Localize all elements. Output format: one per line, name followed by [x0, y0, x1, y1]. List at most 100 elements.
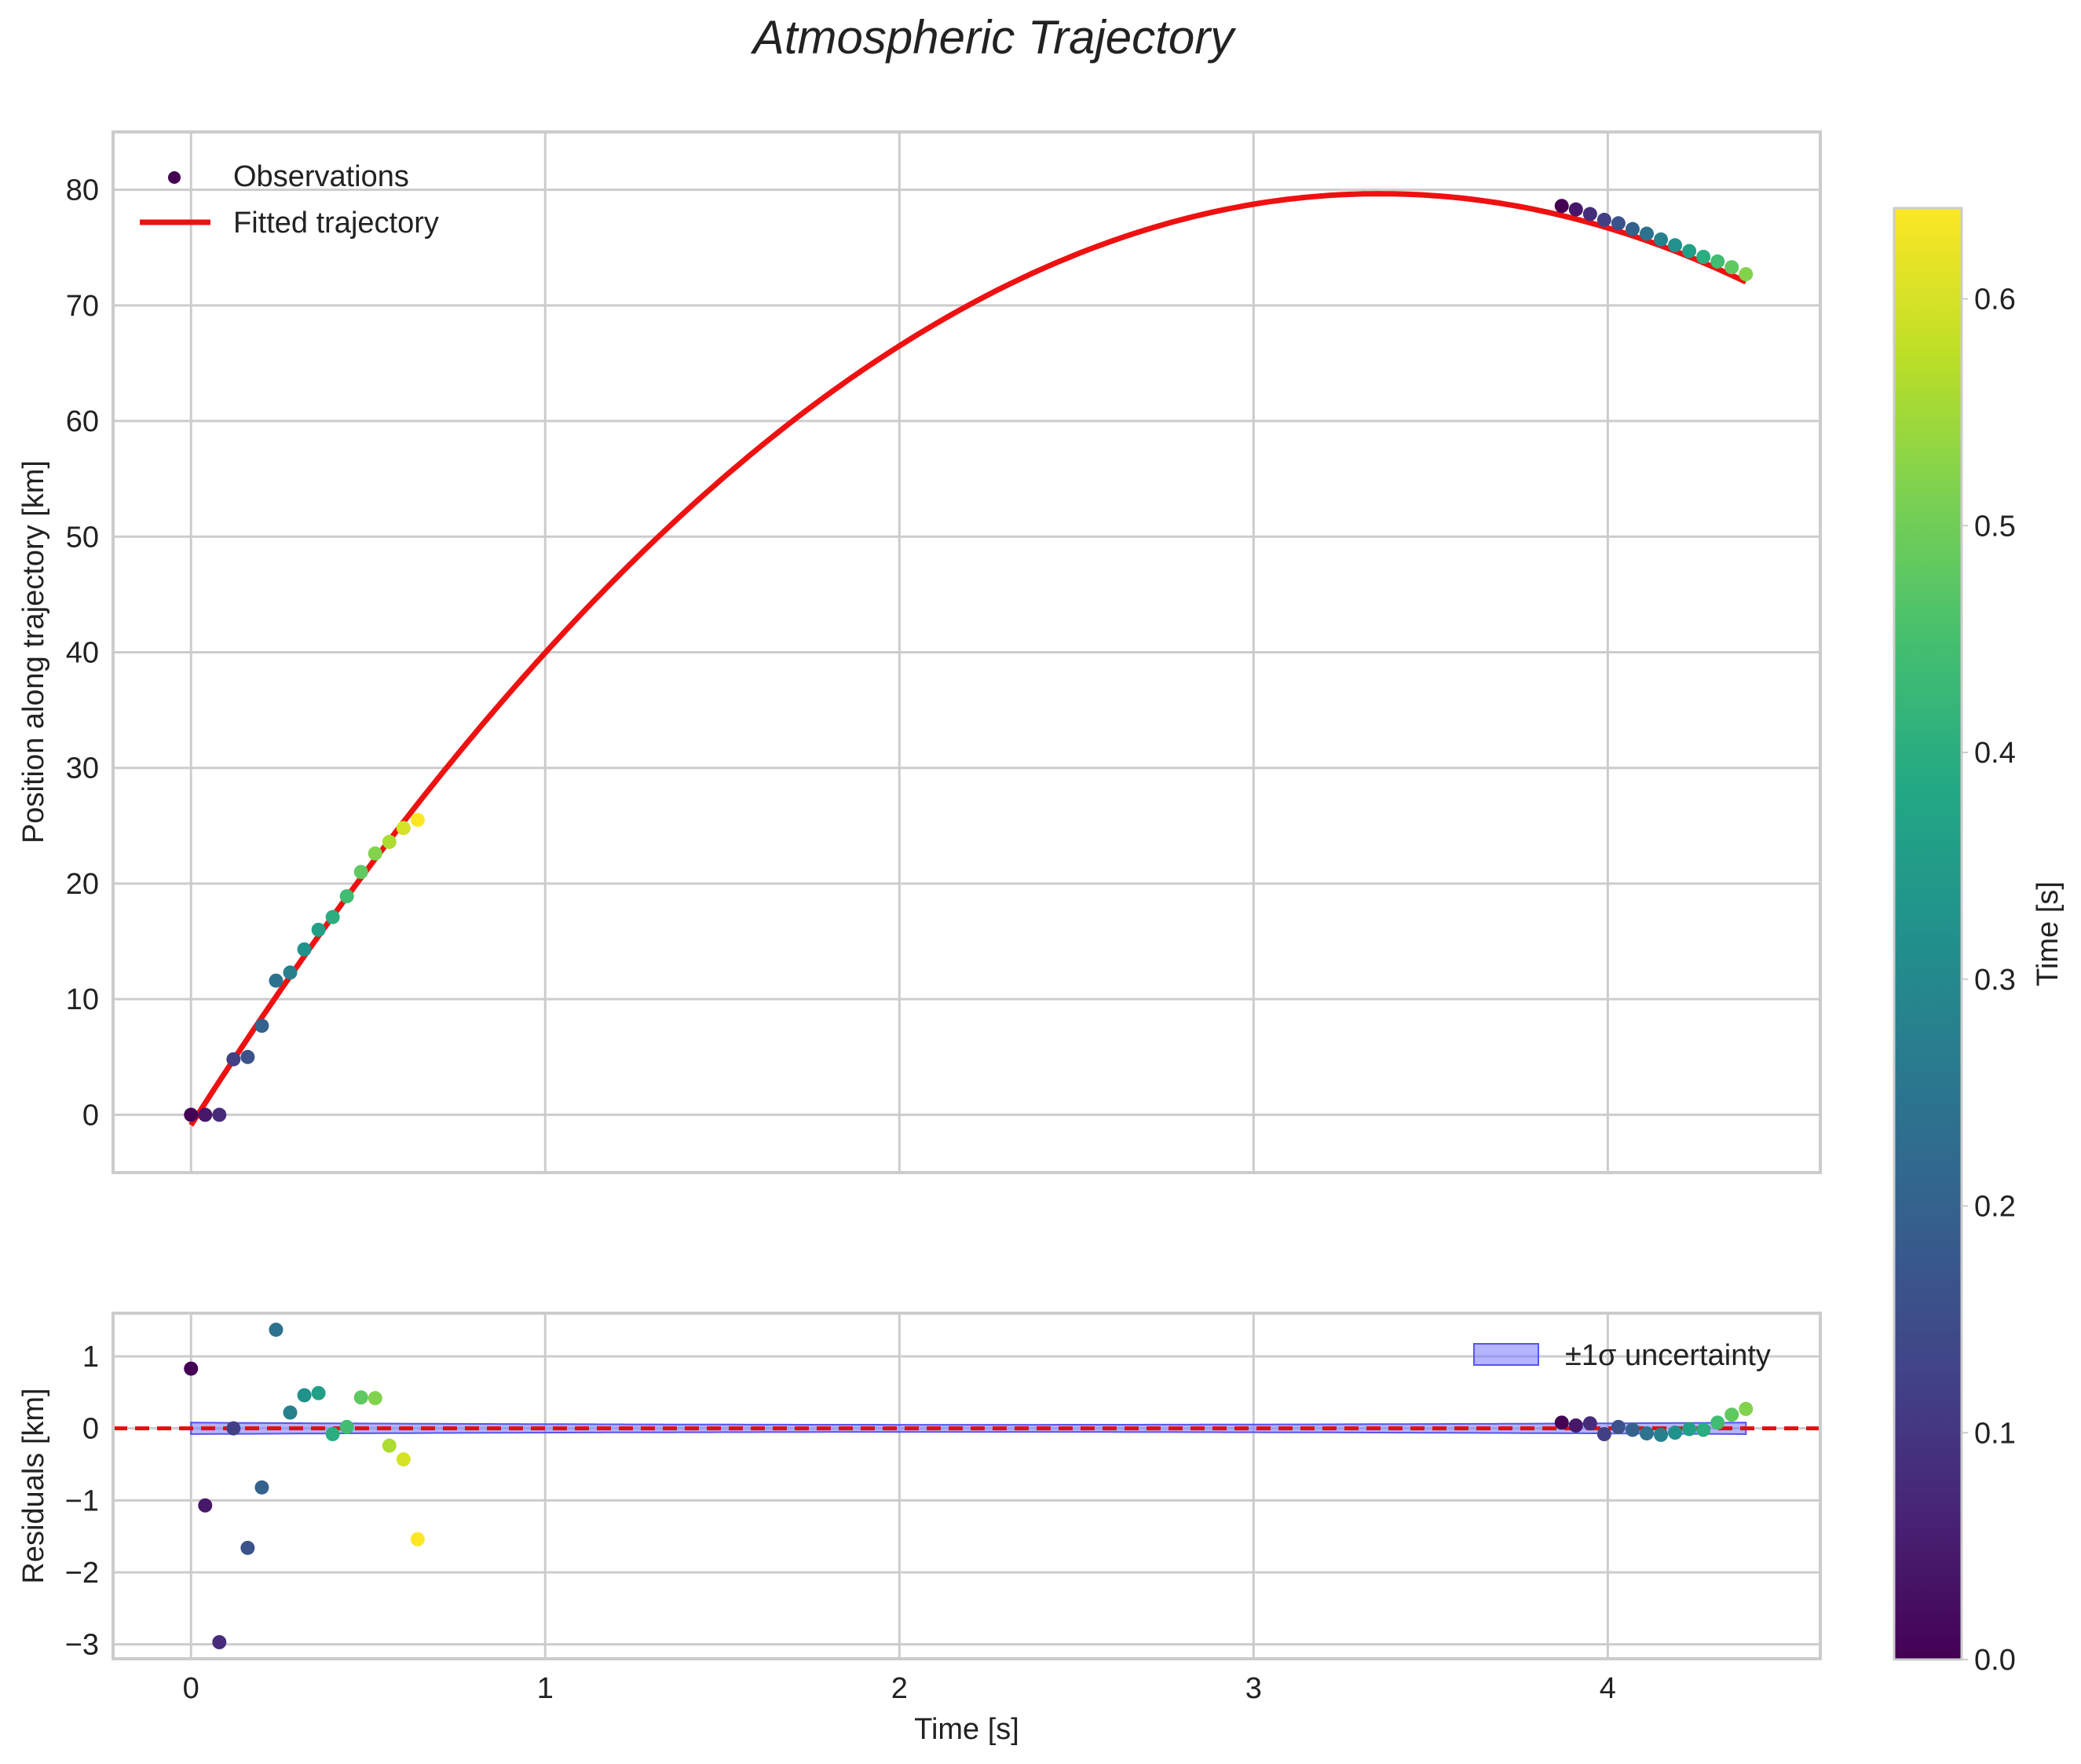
observation-point: [1739, 267, 1754, 282]
main-y-tick-label: 70: [66, 290, 99, 323]
legend-uncertainty-label: ±1σ uncertainty: [1565, 1339, 1771, 1372]
observation-point: [1582, 207, 1597, 221]
residual-point: [297, 1388, 312, 1403]
residual-y-axis-label: Residuals [km]: [17, 1388, 50, 1583]
residual-y-tick-label: 0: [82, 1413, 99, 1446]
residual-point: [339, 1419, 354, 1434]
observation-point: [1554, 199, 1569, 214]
legend-observations-label: Observations: [233, 160, 409, 193]
observation-point: [1611, 216, 1626, 231]
residual-point: [212, 1634, 227, 1649]
observation-point: [1668, 238, 1683, 253]
observation-point: [1654, 232, 1669, 247]
residual-point: [269, 1323, 283, 1338]
observation-point: [198, 1107, 213, 1122]
main-y-tick-label: 30: [66, 752, 99, 785]
residual-point: [1554, 1415, 1569, 1430]
colorbar-tick-label: 0.4: [1974, 737, 2016, 770]
residual-panel-x-ticks: 0 1 2 3 4: [183, 1672, 1616, 1705]
colorbar-tick-label: 0.6: [1974, 284, 2016, 317]
colorbar-tick-label: 0.2: [1974, 1191, 2016, 1224]
legend-observations-marker: [168, 171, 181, 184]
residual-point: [1625, 1422, 1640, 1437]
observation-point: [1710, 254, 1725, 269]
x-tick-label: 0: [183, 1672, 199, 1705]
residual-point: [1696, 1422, 1711, 1437]
x-tick-label: 2: [891, 1672, 908, 1705]
x-tick-label: 1: [537, 1672, 554, 1705]
residual-point: [1582, 1416, 1597, 1431]
observation-point: [240, 1049, 255, 1064]
residual-panel-y-ticks: 1 0 −1 −2 −3: [65, 1341, 99, 1662]
residual-legend: ±1σ uncertainty: [1473, 1339, 1771, 1372]
residual-point: [283, 1405, 298, 1420]
observation-point: [1596, 212, 1611, 227]
main-y-tick-label: 40: [66, 637, 99, 670]
residual-point: [254, 1480, 269, 1495]
observation-point: [382, 834, 397, 849]
colorbar-tick-label: 0.3: [1974, 964, 2016, 997]
observation-point: [1568, 202, 1583, 217]
x-tick-label: 3: [1245, 1672, 1262, 1705]
fitted-trajectory-line: [188, 191, 1747, 1127]
observation-point: [1724, 260, 1739, 275]
observation-point: [212, 1107, 227, 1122]
colorbar-label: Time [s]: [2032, 881, 2065, 986]
main-panel-series: [184, 191, 1754, 1127]
residual-point: [184, 1361, 199, 1376]
residual-y-tick-label: −3: [65, 1629, 99, 1662]
residual-point: [311, 1385, 326, 1400]
observation-point: [1639, 226, 1654, 241]
residual-point: [382, 1438, 397, 1453]
main-y-tick-label: 20: [66, 868, 99, 901]
residual-point: [1654, 1427, 1669, 1442]
main-panel-frame: [112, 130, 1822, 1174]
residual-y-tick-label: 1: [82, 1341, 99, 1374]
x-axis-label: Time [s]: [914, 1713, 1019, 1746]
colorbar-tick-label: 0.1: [1974, 1417, 2016, 1450]
main-y-tick-label: 0: [82, 1099, 99, 1132]
residual-point: [226, 1421, 241, 1436]
colorbar-tick-label: 0.0: [1974, 1644, 2016, 1677]
residual-y-tick-label: −2: [65, 1557, 99, 1590]
main-legend: Observations Fitted trajectory: [140, 160, 439, 240]
residual-panel-grid: [113, 1313, 1820, 1659]
main-y-tick-label: 60: [66, 405, 99, 438]
residual-point: [240, 1540, 255, 1555]
colorbar-ticks: 0.0 0.1 0.2 0.3 0.4 0.5 0.6: [1962, 284, 2016, 1677]
residual-point: [1596, 1427, 1611, 1441]
residual-point: [1739, 1401, 1754, 1416]
residual-panel-frame: [112, 1312, 1822, 1660]
observation-point: [339, 889, 354, 904]
chart-title: Atmospheric Trajectory: [751, 11, 1237, 64]
residual-point: [325, 1427, 340, 1441]
legend-uncertainty-patch: [1473, 1343, 1539, 1366]
residual-point: [1639, 1426, 1654, 1441]
colorbar: [1893, 207, 1963, 1661]
residual-point: [368, 1391, 382, 1406]
observation-point: [325, 909, 340, 924]
residual-point: [1710, 1415, 1725, 1430]
observation-point: [368, 846, 382, 861]
residual-point: [1611, 1419, 1626, 1434]
residual-point: [1682, 1422, 1697, 1436]
main-y-tick-label: 50: [66, 521, 99, 554]
observation-point: [184, 1107, 199, 1122]
observation-point: [297, 942, 312, 957]
residual-point: [1724, 1407, 1739, 1422]
observation-point: [226, 1052, 241, 1067]
residual-point: [1668, 1425, 1683, 1440]
residual-point: [396, 1452, 411, 1467]
observation-point: [353, 865, 368, 880]
x-tick-label: 4: [1600, 1672, 1616, 1705]
observation-point: [1682, 243, 1697, 258]
colorbar-tick-label: 0.5: [1974, 510, 2016, 543]
observation-point: [269, 973, 283, 988]
legend-fit-label: Fitted trajectory: [233, 207, 439, 240]
observation-point: [1696, 250, 1711, 264]
observation-point: [410, 812, 425, 827]
residual-point: [410, 1532, 425, 1546]
observation-point: [1625, 221, 1640, 236]
residual-point: [353, 1390, 368, 1405]
